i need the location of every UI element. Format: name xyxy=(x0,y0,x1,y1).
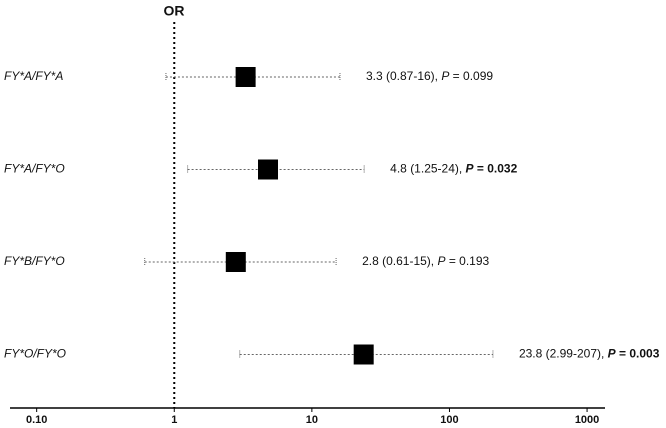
x-tick-label: 100 xyxy=(440,414,458,426)
row-label: FY*O/FY*O xyxy=(4,347,66,361)
point-estimate xyxy=(258,159,279,180)
annotation-ci: 2.8 (0.61-15), xyxy=(362,254,437,268)
annotation-ci: 23.8 (2.99-207), xyxy=(519,347,608,361)
point-estimate xyxy=(353,344,374,365)
annotation-p: P xyxy=(437,254,445,268)
annotation-p-value: = 0.032 xyxy=(474,162,518,176)
x-tick-label: 10 xyxy=(306,414,318,426)
annotation-ci: 3.3 (0.87-16), xyxy=(366,69,441,83)
x-tick-label: 0.10 xyxy=(26,414,47,426)
chart-title: OR xyxy=(164,3,185,19)
row-label: FY*A/FY*A xyxy=(4,69,63,83)
annotation-p-value: = 0.099 xyxy=(449,69,493,83)
annotation-ci: 4.8 (1.25-24), xyxy=(390,162,465,176)
annotation: 3.3 (0.87-16), P = 0.099 xyxy=(366,69,493,83)
annotation: 2.8 (0.61-15), P = 0.193 xyxy=(362,254,489,268)
annotation-p: P xyxy=(441,69,449,83)
point-estimate xyxy=(225,252,246,272)
annotation-p-value: = 0.193 xyxy=(445,254,489,268)
annotation-p: P xyxy=(608,347,617,361)
point-estimate xyxy=(235,67,256,87)
annotation-p: P xyxy=(466,162,475,176)
row-label: FY*B/FY*O xyxy=(4,254,65,268)
x-tick-label: 1 xyxy=(171,414,177,426)
x-tick-label: 1000 xyxy=(575,414,599,426)
annotation-p-value: = 0.003 xyxy=(616,347,660,361)
annotation: 4.8 (1.25-24), P = 0.032 xyxy=(390,162,517,176)
annotation: 23.8 (2.99-207), P = 0.003 xyxy=(519,347,660,361)
row-label: FY*A/FY*O xyxy=(4,162,65,176)
